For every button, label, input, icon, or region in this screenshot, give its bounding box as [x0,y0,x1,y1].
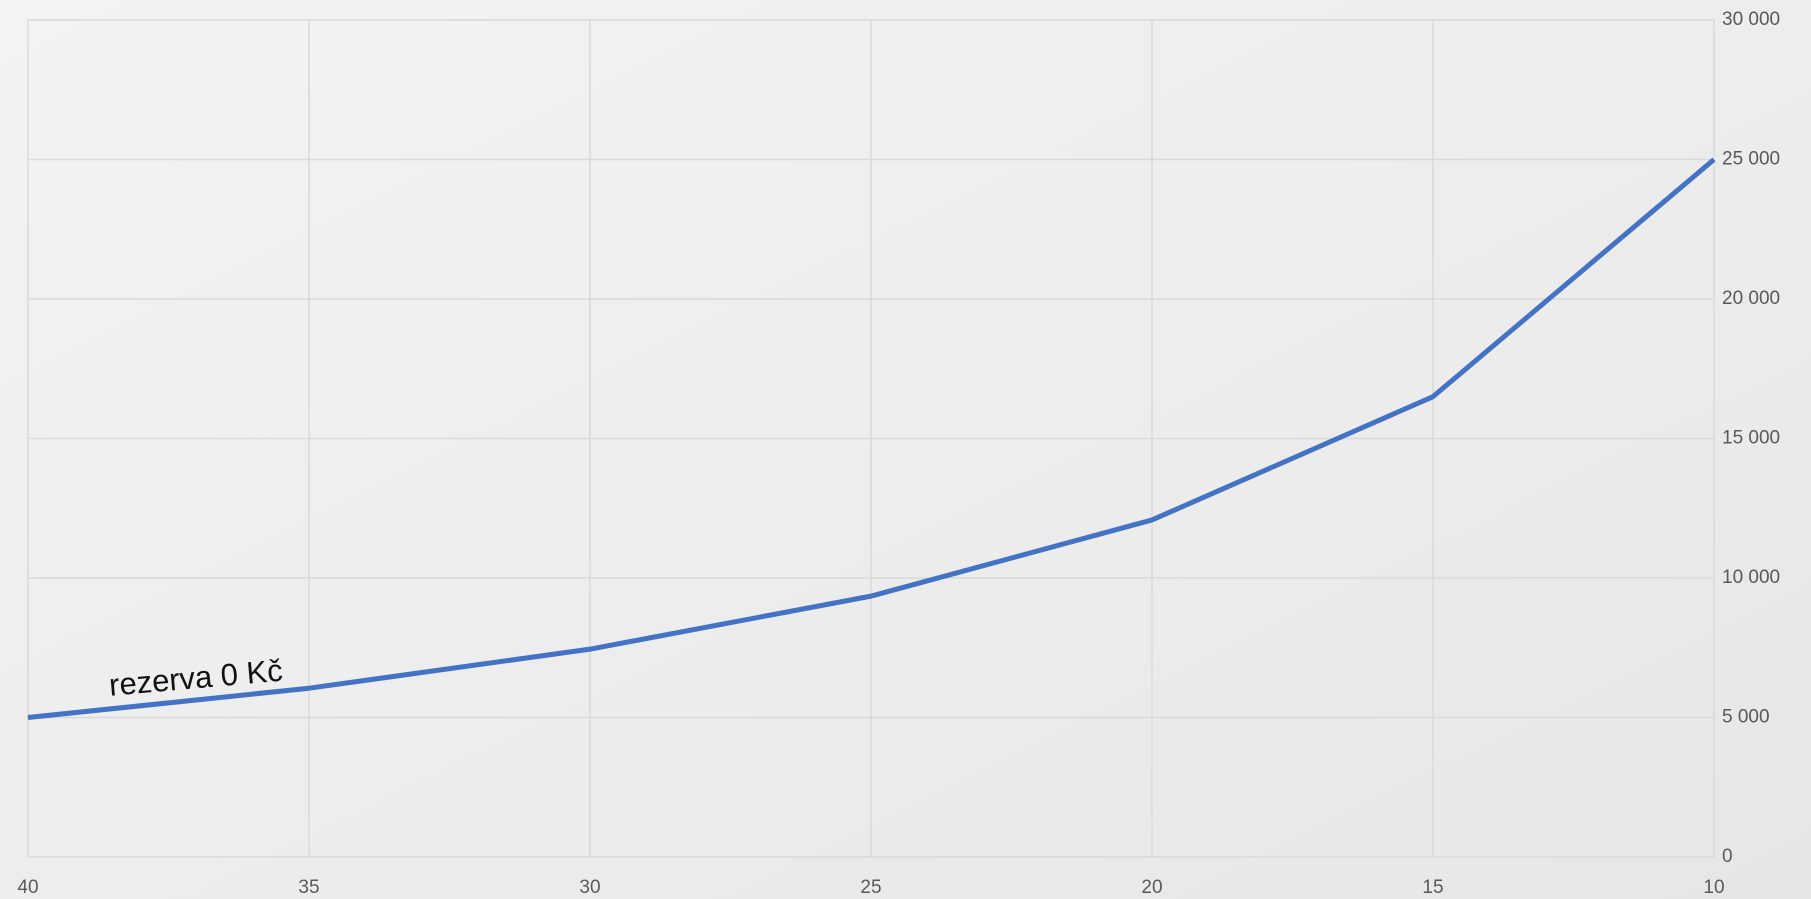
y-tick-label: 25 000 [1722,149,1780,170]
x-tick-label: 35 [298,877,319,898]
x-tick-label: 40 [17,877,38,898]
y-tick-label: 5 000 [1722,707,1770,728]
x-tick-label: 20 [1141,877,1162,898]
x-tick-label: 15 [1422,877,1443,898]
data-line [27,157,1716,720]
y-tick-label: 0 [1722,846,1733,867]
x-tick-label: 10 [1703,877,1724,898]
y-tick-label: 30 000 [1722,9,1780,30]
y-tick-label: 15 000 [1722,428,1780,449]
x-tick-label: 30 [579,877,600,898]
y-tick-label: 10 000 [1722,567,1780,588]
x-tick-label: 25 [860,877,881,898]
grid [27,19,1715,858]
plot [27,157,1716,720]
y-tick-label: 20 000 [1722,288,1780,309]
